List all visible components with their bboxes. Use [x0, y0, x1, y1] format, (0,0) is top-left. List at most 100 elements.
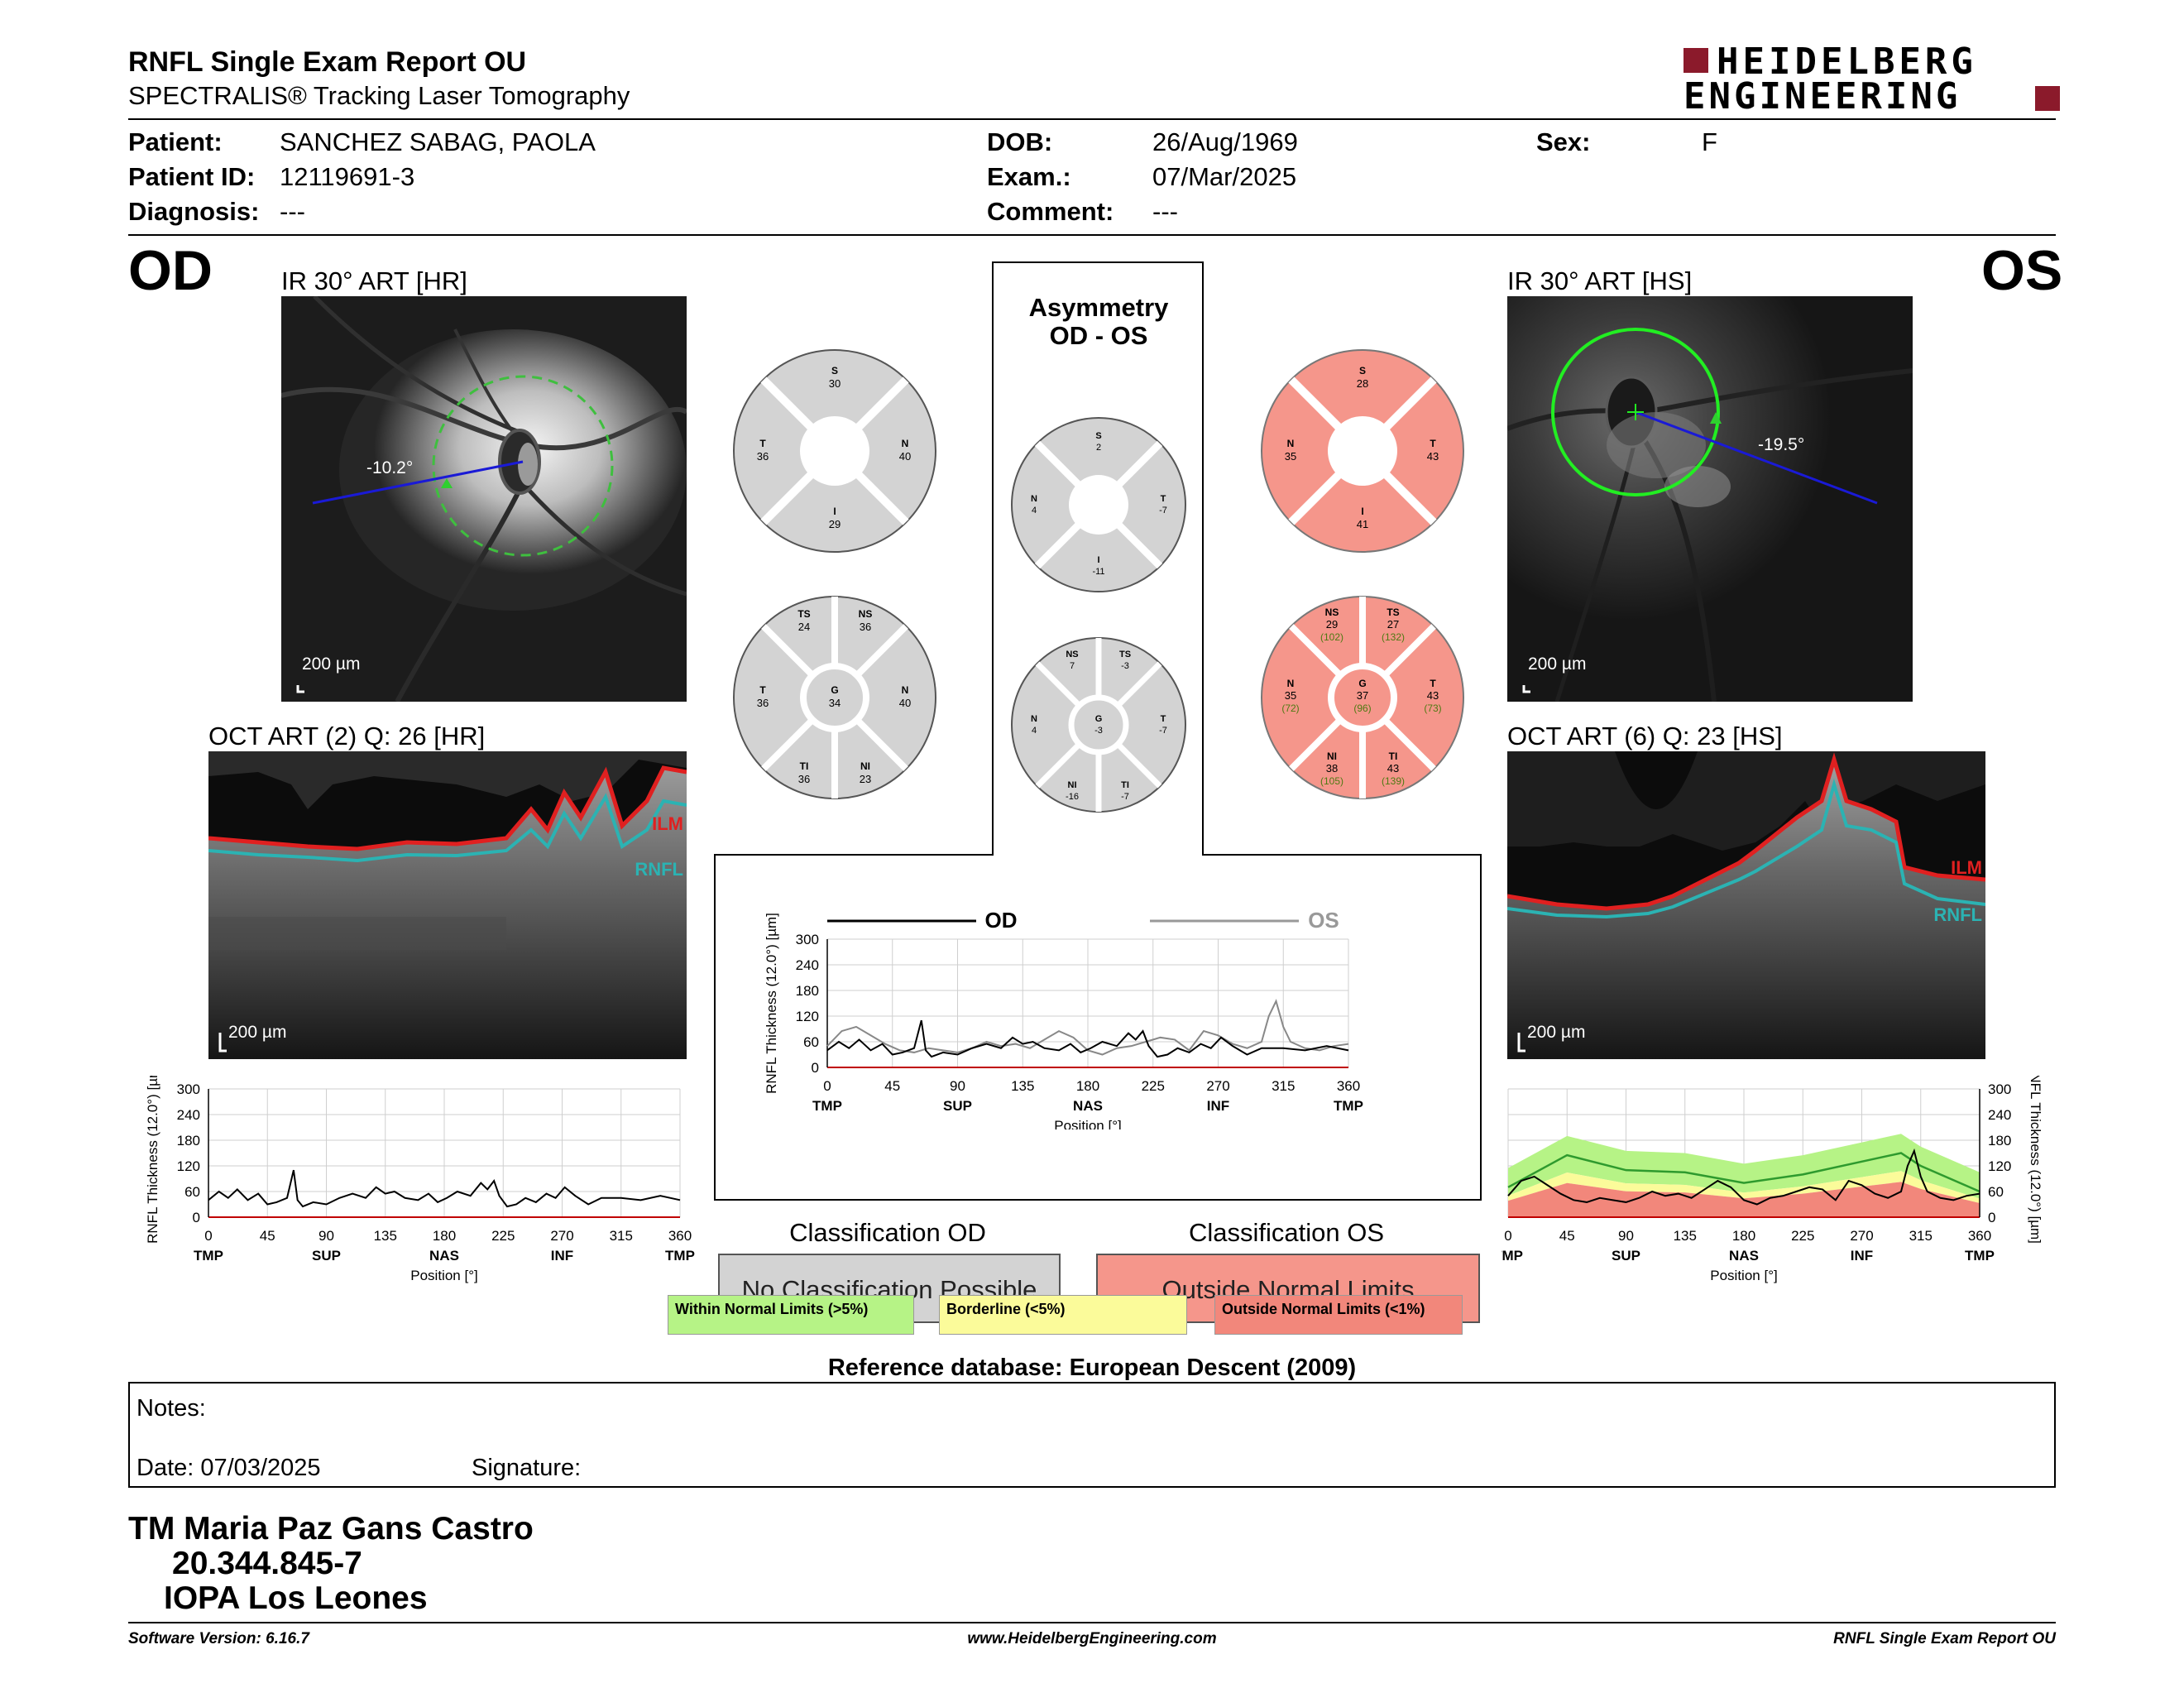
asym-ti-label: TI [1121, 780, 1129, 790]
x-tick-label: 90 [318, 1228, 334, 1244]
od-quadrant-chart: S 30 N 40 I 29 T 36 [733, 349, 936, 553]
x-axis-title: Position [°] [1710, 1268, 1777, 1283]
x-tick-label: 360 [1968, 1228, 1991, 1244]
os-n6-label: N [1287, 678, 1295, 689]
od-t-value: 36 [757, 450, 769, 463]
os-oct-scale: 200 µm [1527, 1023, 1586, 1042]
y-tick-label: 180 [796, 983, 819, 999]
sex-label: Sex: [1536, 127, 1591, 156]
signoff-institution: IOPA Los Leones [164, 1580, 428, 1616]
y-axis-title: RNFL Thickness (12.0°) [µm] [2028, 1076, 2043, 1244]
asym-ns-label: NS [1066, 650, 1078, 659]
sex-value: F [1702, 127, 1717, 156]
od-fundus-image: -10.2° 200 µm [281, 296, 687, 702]
od-axis-line [312, 460, 524, 505]
patient-id-value: 12119691-3 [280, 162, 415, 191]
asym-i-label: I [1097, 555, 1099, 565]
header-divider [128, 118, 2056, 120]
x-category-label: NAS [429, 1248, 459, 1264]
os-ns-label: NS [1325, 607, 1339, 618]
legend-borderline: Borderline (<5%) [939, 1295, 1187, 1335]
x-tick-label: 45 [884, 1078, 900, 1094]
os-s-label: S [1359, 365, 1366, 376]
os-s-value: 28 [1357, 377, 1368, 390]
os-ir-scale-icon [1522, 685, 1530, 693]
os-rnfl-label: RNFL [1933, 904, 1982, 925]
x-category-label: NAS [1729, 1248, 1759, 1264]
y-tick-label: 300 [796, 932, 819, 947]
od-thickness-chart: 300 240 180 120 60 00 45 90 135 180 225 270 315 360 TM… [145, 1076, 695, 1283]
legend-od-label: OD [985, 908, 1018, 933]
footer-report-name: RNFL Single Exam Report OU [1833, 1630, 2056, 1647]
os-oct-scale-icon [1517, 1033, 1525, 1053]
x-category-label: INF [1851, 1248, 1873, 1264]
y-tick-label: 300 [1988, 1081, 2011, 1097]
x-tick-label: 90 [1618, 1228, 1634, 1244]
os-thickness-chart: 300 240 180 120 60 0 0 45 90 135 180 225 270 315 360 TM… [1502, 1076, 2043, 1283]
x-category-label: TMP [1965, 1248, 1995, 1264]
os-sector-chart: NS 29 (102) TS 27 (132) N 35 (72) G 37 (… [1261, 596, 1464, 799]
od-ts-value: 24 [798, 621, 810, 633]
od-n-label: N [902, 438, 909, 449]
asym-g-label: G [1095, 714, 1103, 724]
od-angle: -10.2° [366, 458, 414, 477]
y-tick-label: 180 [1988, 1133, 2011, 1149]
diagnosis-label: Diagnosis: [128, 197, 260, 226]
classification-os-title: Classification OS [1188, 1218, 1385, 1247]
os-ni-value: 38 [1326, 762, 1338, 774]
asym-s-label: S [1095, 431, 1101, 441]
x-category-label: SUP [1612, 1248, 1640, 1264]
os-ilm-label: ILM [1951, 857, 1982, 878]
od-ni-value: 23 [860, 773, 871, 785]
os-n6-ref: (72) [1281, 703, 1299, 714]
od-t-label: T [759, 438, 766, 449]
asymmetry-thickness-chart: 300 240 180 120 60 00 45 90 135 180 225 270 315 360 TM… [764, 908, 1363, 1129]
y-axis-title: RNFL Thickness (12.0°) [µm] [764, 913, 779, 1094]
asym-i-value: -11 [1092, 567, 1104, 577]
asym-sector-chart: NS 7 TS -3 N 4 G -3 T -7 NI -16 TI -7 [1011, 637, 1186, 813]
od-g-value: 34 [829, 697, 841, 709]
patient-value: SANCHEZ SABAG, PAOLA [280, 127, 596, 156]
x-category-label: INF [1207, 1098, 1229, 1114]
y-tick-label: 120 [177, 1158, 200, 1174]
reference-database: Reference database: European Descent (20… [827, 1355, 1357, 1381]
x-tick-label: 180 [1732, 1228, 1755, 1244]
website-link[interactable]: www.HeidelbergEngineering.com [967, 1630, 1217, 1647]
y-tick-label: 180 [177, 1133, 200, 1149]
od-ti-value: 36 [798, 773, 810, 785]
od-ts-label: TS [797, 608, 810, 620]
od-oct-scan: ILM RNFL 200 µm [208, 751, 687, 1059]
x-tick-label: 270 [1850, 1228, 1873, 1244]
dob-value: 26/Aug/1969 [1152, 127, 1298, 156]
notes-date: Date: 07/03/2025 [136, 1455, 321, 1481]
x-tick-label: 225 [1791, 1228, 1814, 1244]
x-category-label: SUP [312, 1248, 341, 1264]
x-tick-label: 225 [491, 1228, 515, 1244]
x-tick-label: 0 [1504, 1228, 1511, 1244]
od-t6-label: T [759, 684, 766, 696]
os-ir-title: IR 30° ART [HS] [1507, 266, 1693, 295]
classification-od-title: Classification OD [789, 1218, 986, 1247]
y-tick-label: 120 [796, 1009, 819, 1024]
os-ts-ref: (132) [1382, 631, 1405, 643]
comment-value: --- [1152, 197, 1178, 226]
os-ts-value: 27 [1387, 618, 1399, 631]
x-tick-label: 135 [1674, 1228, 1697, 1244]
logo-line1: HEIDELBERG [1717, 41, 1977, 83]
asym-od-line [826, 1019, 1349, 1058]
os-quadrant-chart: S 28 N 35 I 41 T 43 [1261, 349, 1464, 553]
signoff-id: 20.344.845-7 [172, 1546, 362, 1581]
y-tick-label: 240 [1988, 1107, 2011, 1123]
od-fundus-svg [281, 296, 687, 702]
od-thickness-line [208, 1169, 681, 1208]
patient-id-label: Patient ID: [128, 162, 256, 191]
comment-label: Comment: [987, 197, 1114, 226]
od-ti-label: TI [800, 760, 809, 772]
od-ir-scale-icon [296, 685, 304, 693]
os-ns-ref: (102) [1320, 631, 1343, 643]
notes-signature: Signature: [472, 1455, 582, 1481]
exam-label: Exam.: [987, 162, 1071, 191]
x-category-label: TMP [1502, 1248, 1523, 1264]
x-tick-label: 180 [1076, 1078, 1099, 1094]
asym-g-value: -3 [1094, 726, 1103, 736]
